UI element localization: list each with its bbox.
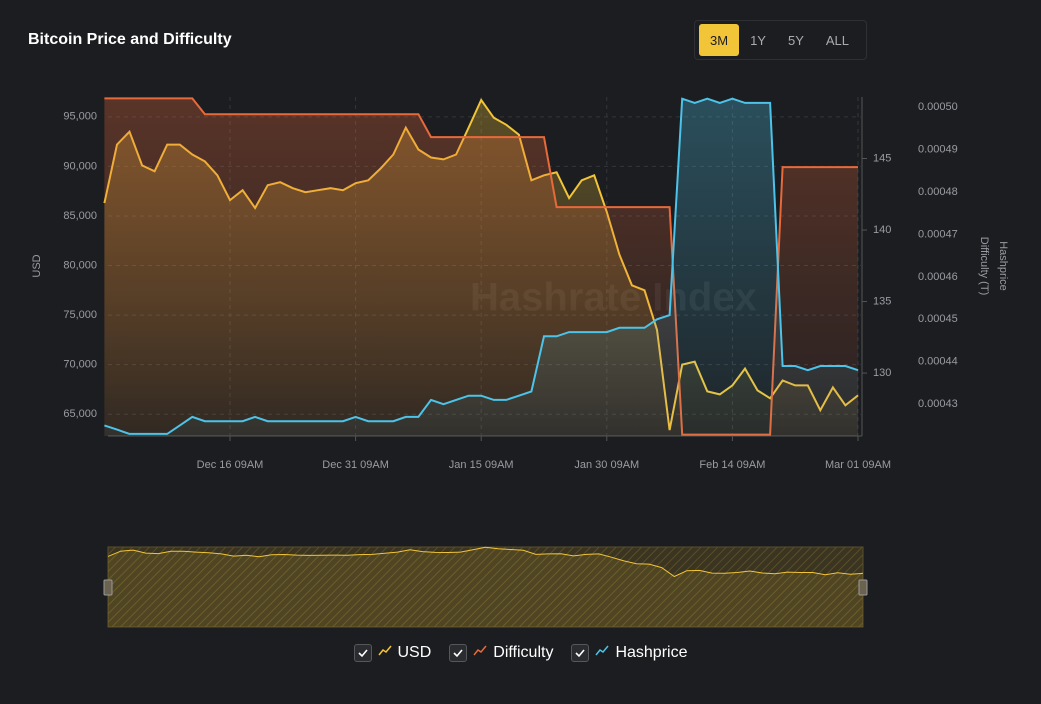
y3-axis-title: Hashprice (997, 241, 1009, 291)
legend: USD Difficulty Hashprice (0, 643, 1041, 662)
check (575, 648, 586, 657)
y2-tick-label: 130 (873, 367, 891, 379)
x-tick-label: Jan 30 09AM (574, 459, 639, 471)
x-tick-label: Dec 16 09AM (197, 459, 264, 471)
y-tick-label: 75,000 (63, 309, 97, 321)
check (453, 648, 463, 657)
range-button[interactable]: ALL (815, 24, 860, 56)
y-tick-label: 85,000 (63, 210, 97, 222)
series-area (104, 98, 858, 436)
y3-tick-label: 0.00045 (918, 313, 958, 325)
y2-tick-label: 135 (873, 295, 891, 307)
legend-label: Difficulty (493, 643, 554, 661)
y2-tick-label: 140 (873, 224, 891, 236)
y3-tick-label: 0.00049 (918, 144, 958, 156)
range-button[interactable]: 5Y (777, 24, 815, 56)
legend-label: Hashprice (615, 643, 688, 661)
y-tick-label: 90,000 (63, 160, 97, 172)
x-tick-label: Jan 15 09AM (449, 459, 514, 471)
series-line (104, 97, 859, 435)
check (357, 648, 368, 657)
navigator-handle (103, 579, 113, 596)
navigator-handle (858, 579, 868, 596)
legend-checkbox[interactable] (353, 643, 372, 662)
legend-icon (595, 643, 610, 662)
legend-item[interactable]: USD (353, 643, 432, 662)
range-selector: 3M 1Y 5Y ALL (694, 20, 867, 60)
legend-label: USD (397, 643, 432, 661)
range-button[interactable]: 1Y (739, 24, 777, 56)
y-axis-title: USD (31, 254, 43, 277)
legend-checkbox[interactable] (571, 643, 590, 662)
title: Bitcoin Price and Difficulty (28, 31, 232, 48)
legend-icon (473, 643, 487, 662)
y2-axis-title: Difficulty (T) (978, 237, 990, 295)
range-button[interactable]: 3M (699, 24, 740, 56)
navigator-area (108, 547, 863, 627)
y3-tick-label: 0.00044 (918, 356, 958, 368)
y-tick-label: 70,000 (63, 359, 97, 371)
navigator-line (107, 546, 864, 578)
y2-tick-label: 145 (873, 152, 891, 164)
y3-tick-label: 0.00047 (918, 228, 958, 240)
legend-swatch (595, 645, 610, 656)
y3-tick-label: 0.00048 (918, 186, 958, 198)
x-tick-label: Dec 31 09AM (322, 459, 389, 471)
legend-swatch (473, 645, 487, 656)
y3-tick-label: 0.00046 (918, 271, 958, 283)
x-tick-label: Feb 14 09AM (699, 459, 765, 471)
y-tick-label: 65,000 (63, 408, 97, 420)
x-tick-label: Mar 01 09AM (825, 459, 891, 471)
legend-icon (377, 643, 392, 662)
y-tick-label: 95,000 (63, 111, 97, 123)
legend-checkbox[interactable] (449, 643, 468, 662)
legend-swatch (377, 645, 392, 656)
legend-item[interactable]: Hashprice (571, 643, 687, 662)
legend-item[interactable]: Difficulty (449, 643, 553, 662)
y3-tick-label: 0.00043 (918, 398, 958, 410)
y-tick-label: 80,000 (63, 259, 97, 271)
y3-tick-label: 0.00050 (918, 101, 958, 113)
